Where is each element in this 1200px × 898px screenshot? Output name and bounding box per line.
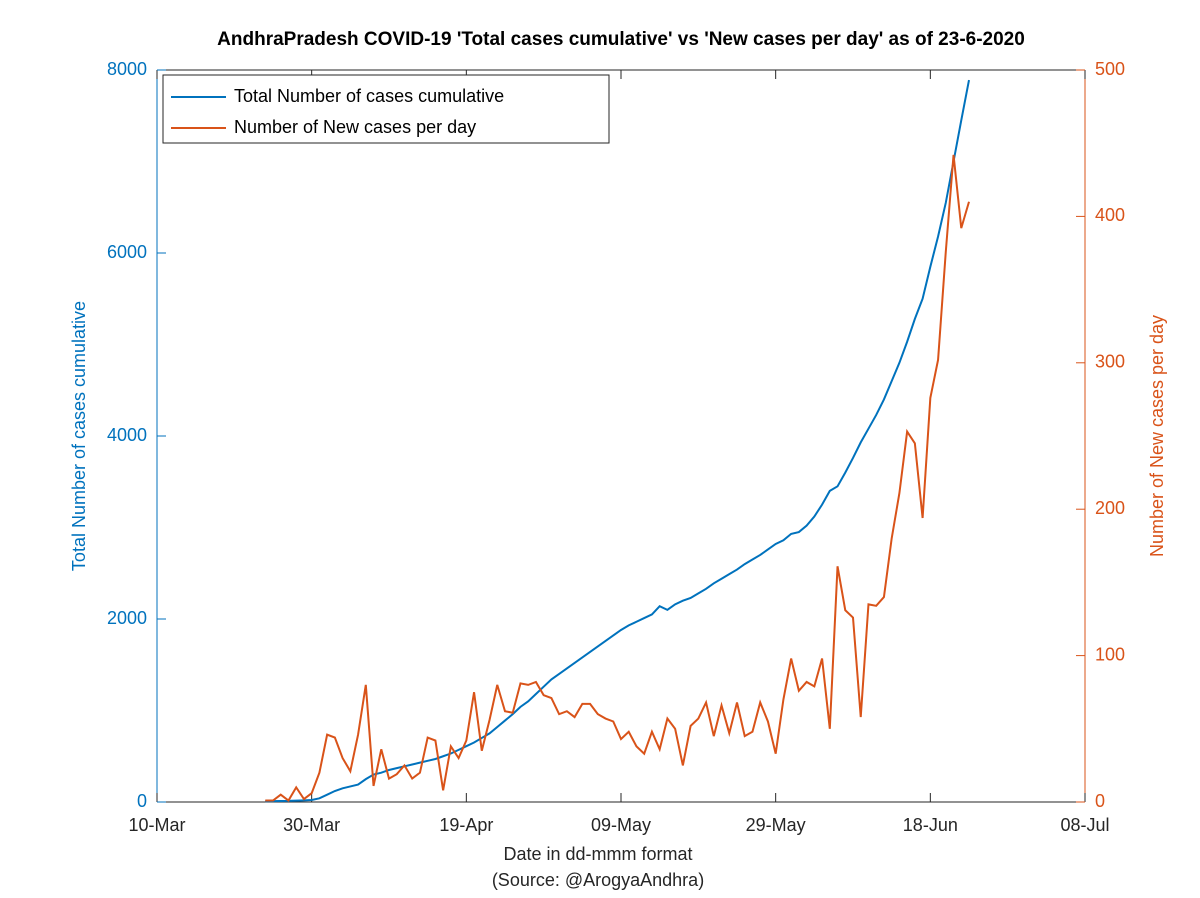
chart-title: AndhraPradesh COVID-19 'Total cases cumu… <box>217 29 1025 50</box>
data-line <box>265 79 970 803</box>
x-tick-label: 30-Mar <box>283 815 340 835</box>
x-tick-label: 09-May <box>591 815 651 835</box>
x-tick-label: 10-Mar <box>128 815 185 835</box>
y2-tick-label: 500 <box>1095 59 1125 79</box>
y-tick-label: 0 <box>137 791 147 811</box>
source-note: (Source: @ArogyaAndhra) <box>492 870 704 890</box>
y-tick-label: 2000 <box>107 608 147 628</box>
x-tick-label: 19-Apr <box>439 815 493 835</box>
y2-tick-label: 300 <box>1095 352 1125 372</box>
legend-box <box>162 74 610 144</box>
y-tick-label: 6000 <box>107 242 147 262</box>
x-tick-label: 08-Jul <box>1060 815 1109 835</box>
y-tick-label: 4000 <box>107 425 147 445</box>
legend-label: Number of New cases per day <box>234 117 476 137</box>
data-line <box>265 154 970 803</box>
y2-tick-label: 200 <box>1095 498 1125 518</box>
y2-tick-label: 0 <box>1095 791 1105 811</box>
x-tick-label: 29-May <box>746 815 806 835</box>
legend-label: Total Number of cases cumulative <box>234 86 504 106</box>
y2-tick-label: 400 <box>1095 205 1125 225</box>
x-tick-label: 18-Jun <box>903 815 958 835</box>
y-axis-label: Total Number of cases cumulative <box>69 301 89 571</box>
y2-axis-label: Number of New cases per day <box>1147 315 1167 557</box>
x-axis-label: Date in dd-mmm format <box>503 844 692 864</box>
y-tick-label: 8000 <box>107 59 147 79</box>
y2-tick-label: 100 <box>1095 644 1125 664</box>
